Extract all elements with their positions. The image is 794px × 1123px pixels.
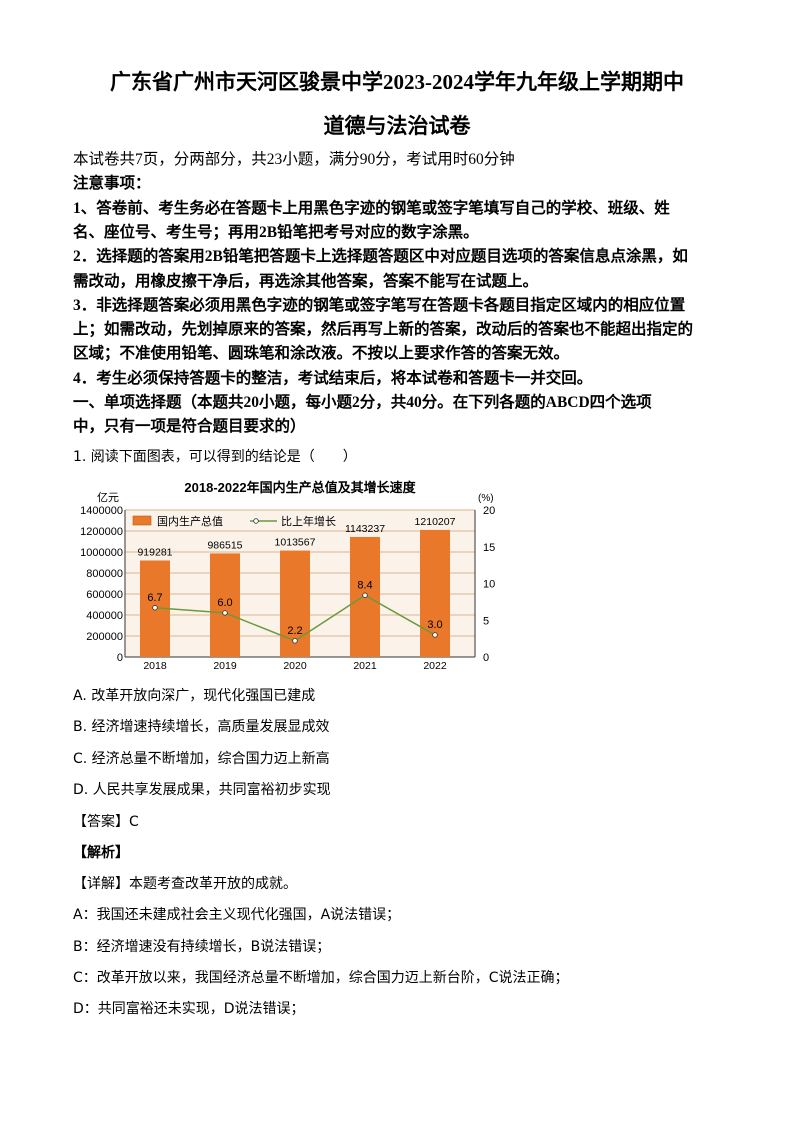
right-axis-unit: (%)	[478, 493, 494, 504]
x-tick-label: 2021	[353, 660, 377, 672]
right-tick-label: 0	[483, 652, 489, 664]
bar-label: 919281	[137, 546, 172, 558]
bar-2019	[210, 553, 240, 657]
intro-line: 需改动，用橡皮擦干净后，再选涂其他答案，答案不能写在试题上。	[73, 272, 539, 290]
bar-label: 1013567	[275, 537, 316, 549]
bar-label: 1210207	[415, 516, 456, 528]
growth-label: 6.0	[217, 597, 232, 609]
x-tick-label: 2018	[143, 660, 167, 672]
question-text: 1. 阅读下面图表，可以得到的结论是（ ）	[73, 449, 357, 465]
x-tick-label: 2022	[423, 660, 447, 672]
left-tick-label: 400000	[86, 610, 123, 622]
intro-line: 名、座位号、考生号；再用2B铅笔把考号对应的数字涂黑。	[73, 223, 479, 241]
growth-point-2018	[152, 605, 158, 611]
x-tick-label: 2019	[213, 660, 237, 672]
legend-line-label: 比上年增长	[281, 514, 336, 528]
analysis-label: 【解析】	[73, 845, 129, 861]
left-tick-label: 1400000	[80, 505, 123, 517]
intro-line: 区域；不准使用铅笔、圆珠笔和涂改液。不按以上要求作答的答案无效。	[73, 345, 570, 363]
intro-line: 上；如需改动，先划掉原来的答案，然后再写上新的答案，改动后的答案也不能超出指定的	[73, 321, 694, 339]
left-axis-unit: 亿元	[97, 491, 119, 504]
answer-text: 【答案】C	[73, 814, 139, 830]
growth-point-2021	[362, 592, 368, 598]
intro-line: 4．考生必须保持答题卡的整洁，考试结束后，将本试卷和答题卡一并交回。	[73, 369, 593, 387]
page-title-line2: 道德与法治试卷	[323, 114, 471, 138]
left-tick-label: 1200000	[80, 526, 123, 538]
growth-label: 6.7	[147, 592, 162, 604]
left-tick-label: 200000	[86, 631, 123, 643]
explanation-line: C：改革开放以来，我国经济总量不断增加，综合国力迈上新台阶，C说法正确；	[73, 969, 569, 986]
intro-line: 3．非选择题答案必须用黑色字迹的钢笔或签字笔写在答题卡各题目指定区域内的相应位置	[73, 296, 686, 314]
page-title-line1: 广东省广州市天河区骏景中学2023-2024学年九年级上学期期中	[110, 70, 684, 94]
option-b: B. 经济增速持续增长，高质量发展显成效	[73, 719, 330, 736]
bar-label: 1143237	[345, 523, 385, 535]
growth-label: 2.2	[287, 625, 302, 637]
right-tick-label: 5	[483, 615, 489, 627]
legend-bar-swatch	[132, 515, 152, 526]
intro-line: 1、答卷前、考生务必在答题卡上用黑色字迹的钢笔或签字笔填写自己的学校、班级、姓	[73, 199, 670, 217]
left-tick-label: 800000	[86, 568, 123, 580]
option-a: A. 改革开放向深广，现代化强国已建成	[73, 688, 316, 704]
x-tick-label: 2020	[283, 660, 307, 672]
intro-line: 一、单项选择题（本题共20小题，每小题2分，共40分。在下列各题的ABCD四个选…	[73, 394, 652, 411]
left-tick-label: 600000	[86, 589, 123, 601]
right-tick-label: 15	[483, 542, 495, 554]
intro-line: 中，只有一项是符合题目要求的）	[73, 418, 306, 436]
right-tick-label: 20	[483, 505, 495, 517]
left-tick-label: 1000000	[80, 547, 123, 559]
growth-point-2019	[222, 610, 228, 616]
growth-label: 8.4	[357, 579, 372, 591]
chart-title: 2018-2022年国内生产总值及其增长速度	[184, 480, 416, 495]
explanation-line: A：我国还未建成社会主义现代化强国，A说法错误；	[73, 907, 401, 924]
left-tick-label: 0	[117, 652, 123, 664]
growth-point-2022	[432, 632, 438, 638]
intro-line: 2．选择题的答案用2B铅笔把答题卡上选择题答题区中对应题目选项的答案信息点涂黑，…	[73, 248, 688, 266]
bar-label: 986515	[207, 539, 242, 551]
growth-point-2020	[292, 638, 298, 644]
intro-line: 本试卷共7页，分两部分，共23小题，满分90分，考试用时60分钟	[73, 151, 515, 168]
legend-bar-label: 国内生产总值	[157, 514, 223, 528]
right-tick-label: 10	[483, 579, 495, 591]
option-d: D. 人民共享发展成果，共同富裕初步实现	[73, 781, 331, 798]
bar-2022	[420, 529, 450, 657]
explanation-line: B：经济增速没有持续增长，B说法错误；	[73, 938, 331, 955]
legend-line-marker	[253, 518, 259, 524]
option-c: C. 经济总量不断增加，综合国力迈上新高	[73, 750, 330, 767]
intro-line: 注意事项：	[73, 175, 151, 193]
explanation-line: D：共同富裕还未实现，D说法错误；	[73, 1001, 305, 1018]
explanation-line: 【详解】本题考查改革开放的成就。	[73, 876, 297, 892]
growth-label: 3.0	[427, 619, 442, 631]
gdp-chart: 0 200000 400000 600000 800000 1000000 1200000 1…	[80, 480, 495, 672]
